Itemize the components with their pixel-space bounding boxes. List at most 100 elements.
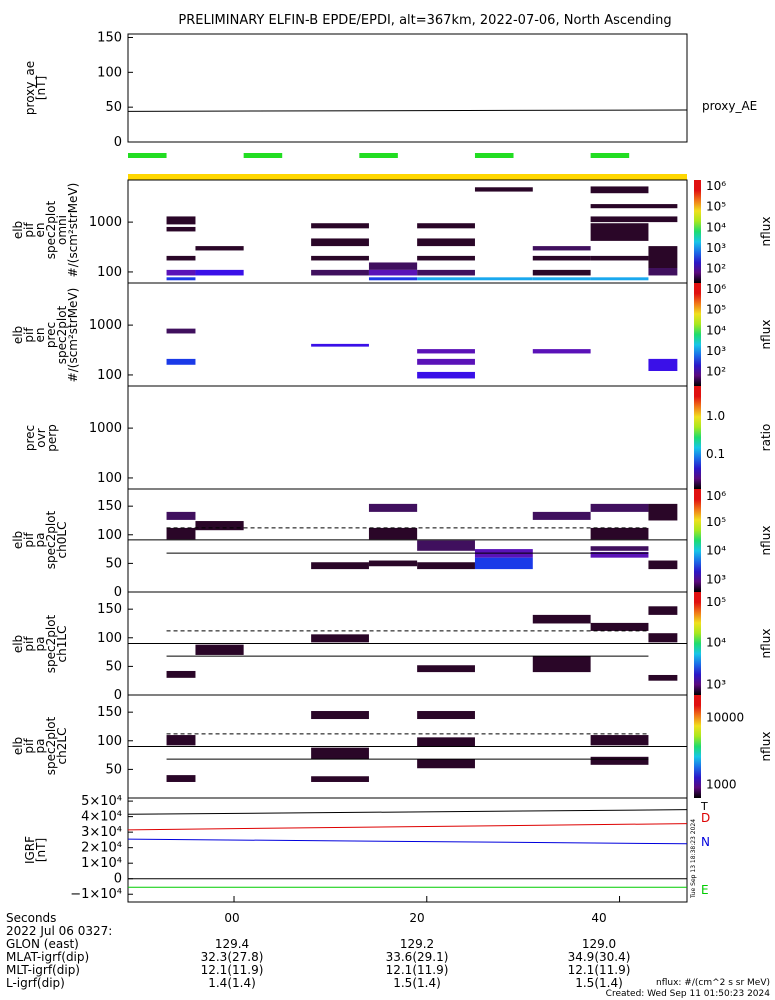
spectrogram-cell bbox=[532, 246, 591, 251]
colorbar-tick-label: 10⁵ bbox=[706, 303, 726, 317]
spectrogram-cell bbox=[590, 204, 678, 209]
sector-mark bbox=[590, 153, 630, 158]
mlat-value: 32.3(27.8) bbox=[201, 950, 264, 964]
y-tick-label: 150 bbox=[97, 705, 122, 720]
spectrogram-cell bbox=[648, 633, 678, 643]
spectrogram-cell bbox=[368, 527, 418, 540]
spectrogram-cell bbox=[532, 277, 591, 281]
y-axis-title-line: pa bbox=[33, 637, 47, 652]
colorbar bbox=[694, 695, 701, 798]
spectrogram-cell bbox=[311, 711, 369, 720]
colorbar-tick-label: 10³ bbox=[706, 241, 726, 255]
row-label-mlat: MLAT-igrf(dip) bbox=[6, 950, 89, 964]
spectrogram-cell bbox=[417, 349, 475, 354]
y-tick-label: 50 bbox=[105, 762, 122, 777]
colorbar-tick-label: 10³ bbox=[706, 678, 726, 692]
colorbar-tick-label: 10⁴ bbox=[706, 220, 726, 234]
row-label-mlt: MLT-igrf(dip) bbox=[6, 963, 80, 977]
omni-spectrogram-panel bbox=[127, 179, 688, 284]
y-axis-title-line: pif bbox=[22, 327, 36, 343]
spectrogram-cell bbox=[166, 277, 196, 281]
spectrogram-cell bbox=[311, 343, 369, 347]
colorbar-tick-label: 1.0 bbox=[706, 409, 725, 423]
y-axis-title-line: en bbox=[33, 328, 47, 343]
spectrogram-cell bbox=[474, 187, 533, 192]
spectrogram-cell bbox=[195, 644, 244, 655]
spectrogram-cell bbox=[368, 269, 418, 276]
x-tick-label: 40 bbox=[591, 911, 606, 925]
spectrogram-cell bbox=[166, 735, 196, 746]
proxy-ae-series-label: proxy_AE bbox=[702, 99, 757, 113]
y-tick-label: 50 bbox=[105, 100, 122, 115]
y-axis-titles: proxy_ae[nT]elbpifenspec2plotomni#/(scm²… bbox=[11, 61, 80, 864]
spectrogram-cell bbox=[311, 747, 369, 760]
spectrogram-cell bbox=[532, 511, 591, 520]
spectrogram-cell bbox=[532, 269, 591, 276]
spectrogram-cell bbox=[417, 277, 475, 281]
spectrogram-cell bbox=[417, 665, 475, 673]
spectrogram-cell bbox=[417, 759, 475, 769]
y-axis-title-line: prec bbox=[44, 322, 58, 348]
colorbar bbox=[694, 489, 701, 592]
colorbar-label: nflux bbox=[759, 320, 773, 350]
spectrogram-cell bbox=[590, 186, 649, 194]
y-axis-title-line: ovr bbox=[34, 428, 48, 447]
sector-mark bbox=[474, 153, 514, 158]
spectrogram-cell bbox=[417, 562, 475, 570]
colorbar-tick-label: 10⁶ bbox=[706, 282, 726, 296]
colorbar-tick-label: 10000 bbox=[706, 711, 744, 725]
spectrogram-cell bbox=[590, 255, 649, 261]
spectrogram-cell bbox=[532, 614, 591, 624]
spectrogram-cell bbox=[474, 277, 533, 281]
colorbar-label: nflux bbox=[759, 732, 773, 762]
sector-mark bbox=[128, 153, 167, 158]
colorbar-tick-label: 10⁶ bbox=[706, 179, 726, 193]
igrf-frame bbox=[127, 797, 688, 903]
y-axis-title-line: elb bbox=[11, 326, 25, 344]
y-tick-label: 100 bbox=[97, 471, 122, 486]
ratio-frame bbox=[127, 385, 688, 490]
row-label-glon: GLON (east) bbox=[6, 937, 79, 951]
spectrogram-cell bbox=[417, 358, 475, 365]
igrf-panel bbox=[127, 797, 688, 903]
spectrogram-cell bbox=[368, 503, 418, 512]
y-axis-title-line: pif bbox=[22, 222, 36, 238]
y-axis-title-line: ch2LC bbox=[55, 728, 69, 765]
y-axis-title-line: ch0LC bbox=[55, 522, 69, 559]
spectrogram-cell bbox=[311, 269, 369, 276]
y-axis-title-line: spec2plot bbox=[44, 200, 58, 259]
spectrogram-cell bbox=[417, 711, 475, 720]
pa-ch1lc-panel bbox=[127, 591, 688, 696]
colorbar bbox=[694, 386, 701, 489]
spectrogram-cell bbox=[166, 216, 196, 225]
orbit-status-bar bbox=[128, 174, 687, 180]
y-tick-label: 3×10⁴ bbox=[81, 825, 122, 840]
y-axis-title-line: elb bbox=[11, 221, 25, 239]
spectrogram-cell bbox=[532, 255, 591, 261]
y-axis-title-line: omni bbox=[55, 215, 69, 245]
ratio-spectrogram-panel bbox=[127, 385, 688, 490]
spectrogram-cell bbox=[590, 622, 649, 631]
colorbar-tick-label: 10⁴ bbox=[706, 635, 726, 649]
spectrogram-cell bbox=[166, 255, 196, 261]
y-tick-labels: 1501005001000100100010010001001501005001… bbox=[70, 30, 133, 902]
proxy-ae-panel: proxy_AE bbox=[127, 33, 757, 143]
prec-frame bbox=[127, 282, 688, 387]
y-tick-label: 100 bbox=[97, 368, 122, 383]
colorbar-label: ratio bbox=[759, 424, 773, 452]
y-tick-label: 0 bbox=[114, 872, 122, 887]
y-tick-label: 100 bbox=[97, 734, 122, 749]
colorbar-tick-label: 10⁶ bbox=[706, 489, 726, 503]
y-tick-label: −1×10⁴ bbox=[70, 887, 122, 902]
igrf-legend-d: D bbox=[701, 811, 710, 825]
spectrogram-cell bbox=[311, 634, 369, 643]
proxy-ae-marks bbox=[127, 109, 688, 112]
spectrogram-cell bbox=[417, 238, 475, 247]
mlat-value: 34.9(30.4) bbox=[568, 950, 631, 964]
spectrogram-cell bbox=[368, 560, 418, 567]
spectrogram-cell bbox=[311, 562, 369, 570]
y-axis-title-line: ch1LC bbox=[55, 626, 69, 663]
igrf-series-line bbox=[127, 809, 688, 815]
l-value: 1.5(1.4) bbox=[575, 976, 623, 990]
colorbar-tick-label: 0.1 bbox=[706, 447, 725, 461]
